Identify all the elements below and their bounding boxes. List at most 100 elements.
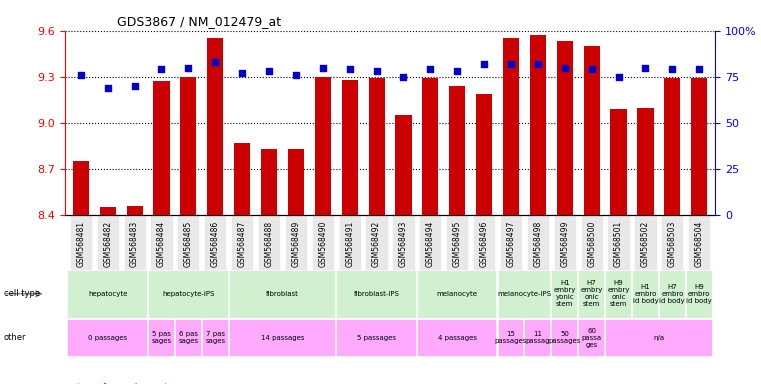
Bar [691,78,707,384]
Bar [638,108,654,384]
FancyBboxPatch shape [417,270,496,318]
Bar [100,207,116,384]
Bar [315,77,331,384]
FancyBboxPatch shape [578,270,604,318]
Bar [557,41,573,384]
Bar [610,109,626,384]
Point [424,66,436,73]
FancyBboxPatch shape [202,319,228,356]
Bar [503,38,519,384]
Point [102,85,114,91]
Text: 15
passages: 15 passages [495,331,527,344]
Point [639,65,651,71]
Bar [530,35,546,384]
FancyBboxPatch shape [417,319,496,356]
Text: 11
passag: 11 passag [526,331,550,344]
Bar [449,86,465,384]
Bar [664,78,680,384]
Point [263,68,275,74]
Text: 5 passages: 5 passages [357,335,396,341]
Bar [422,78,438,384]
Point [344,66,356,73]
Bar [584,46,600,384]
Text: 6 pas
sages: 6 pas sages [178,331,199,344]
FancyBboxPatch shape [148,270,228,318]
FancyBboxPatch shape [229,319,335,356]
Text: H7
embro
id body: H7 embro id body [660,284,685,304]
Text: hepatocyte: hepatocyte [88,291,127,297]
FancyBboxPatch shape [551,270,577,318]
Bar [476,94,492,384]
FancyBboxPatch shape [336,270,416,318]
FancyBboxPatch shape [524,319,550,356]
FancyBboxPatch shape [551,319,577,356]
Text: fibroblast-IPS: fibroblast-IPS [354,291,400,297]
Bar [207,38,223,384]
Bar [126,206,142,384]
Text: H7
embry
onic
stem: H7 embry onic stem [581,280,603,307]
Point [505,61,517,67]
Text: H9
embry
onic
stem: H9 embry onic stem [607,280,630,307]
Point [693,66,705,73]
Point [209,59,221,65]
Text: 60
passa
ges: 60 passa ges [581,328,602,348]
Point [478,61,490,67]
Point [236,70,248,76]
FancyBboxPatch shape [498,270,550,318]
Text: melanocyte: melanocyte [437,291,478,297]
FancyBboxPatch shape [632,270,658,318]
FancyBboxPatch shape [498,319,524,356]
Text: H1
embry
yonic
stem: H1 embry yonic stem [553,280,576,307]
Text: fibroblast: fibroblast [266,291,299,297]
Bar [261,149,277,384]
Bar [288,149,304,384]
Point [155,66,167,73]
Point [75,72,87,78]
Bar [342,80,358,384]
Bar [154,81,170,384]
Text: 0 passages: 0 passages [88,335,127,341]
Text: H1
embro
id body: H1 embro id body [632,284,658,304]
Point [317,65,329,71]
Point [559,65,571,71]
Point [613,74,625,80]
Text: 7 pas
sages: 7 pas sages [205,331,225,344]
FancyBboxPatch shape [578,319,604,356]
FancyBboxPatch shape [68,319,147,356]
Text: ■ transformed count: ■ transformed count [65,383,168,384]
Text: H9
embro
id body: H9 embro id body [686,284,712,304]
Bar [180,77,196,384]
Point [371,68,383,74]
Text: GDS3867 / NM_012479_at: GDS3867 / NM_012479_at [116,15,281,28]
Text: cell type: cell type [4,289,40,298]
FancyBboxPatch shape [175,319,201,356]
Text: 5 pas
sages: 5 pas sages [151,331,171,344]
FancyBboxPatch shape [229,270,335,318]
Point [666,66,678,73]
Point [585,66,597,73]
FancyBboxPatch shape [686,270,712,318]
Text: melanocyte-iPS: melanocyte-iPS [498,291,552,297]
Point [183,65,195,71]
Text: other: other [4,333,27,343]
Point [290,72,302,78]
Point [532,61,544,67]
Text: n/a: n/a [653,335,664,341]
FancyBboxPatch shape [336,319,416,356]
FancyBboxPatch shape [605,319,712,356]
Bar [368,78,384,384]
Bar [234,143,250,384]
Point [129,83,141,89]
Text: 14 passages: 14 passages [261,335,304,341]
Text: 50
passages: 50 passages [549,331,581,344]
Bar [73,161,89,384]
Text: 4 passages: 4 passages [438,335,476,341]
FancyBboxPatch shape [148,319,174,356]
FancyBboxPatch shape [68,270,147,318]
FancyBboxPatch shape [659,270,685,318]
Point [397,74,409,80]
FancyBboxPatch shape [605,270,631,318]
Text: hepatocyte-iPS: hepatocyte-iPS [162,291,215,297]
Bar [396,115,412,384]
Point [451,68,463,74]
